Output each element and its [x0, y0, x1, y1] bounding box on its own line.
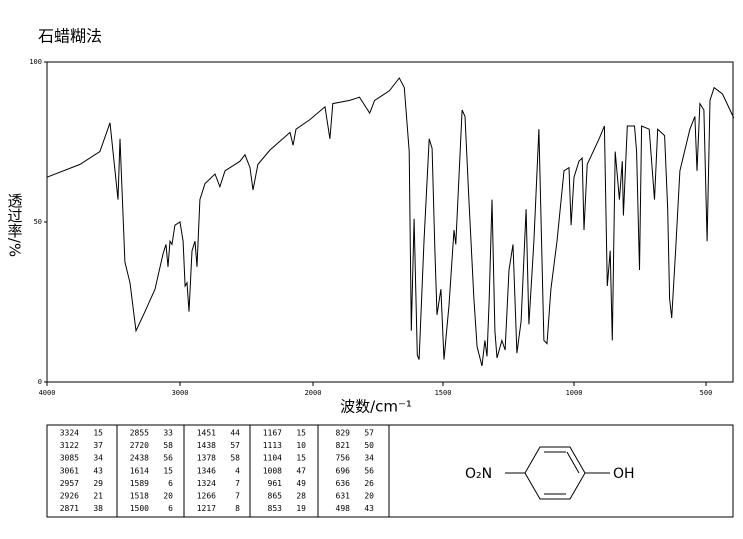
peak-wavenumber: 2871	[60, 504, 79, 513]
double-bond	[566, 451, 580, 474]
peak-wavenumber: 1217	[197, 504, 216, 513]
peak-transmittance: 20	[163, 492, 173, 501]
peak-wavenumber: 2926	[60, 492, 79, 501]
peak-wavenumber: 1378	[197, 454, 216, 463]
peak-wavenumber: 2720	[130, 441, 149, 450]
peak-transmittance: 6	[168, 504, 173, 513]
peak-wavenumber: 2957	[60, 479, 79, 488]
peak-wavenumber: 1113	[263, 441, 282, 450]
peak-wavenumber: 636	[336, 479, 351, 488]
peak-transmittance: 50	[364, 441, 374, 450]
peak-wavenumber: 821	[336, 441, 351, 450]
y-tick-label: 50	[34, 218, 42, 226]
peak-wavenumber: 1266	[197, 492, 216, 501]
peak-transmittance: 49	[296, 479, 306, 488]
peak-transmittance: 57	[364, 429, 374, 438]
peak-wavenumber: 1346	[197, 466, 216, 475]
spectrum-line	[46, 77, 735, 367]
y-tick-label: 100	[29, 58, 42, 66]
peak-transmittance: 15	[163, 466, 173, 475]
table-dividers	[116, 425, 390, 517]
x-tick-label: 2000	[305, 389, 322, 397]
x-axis-label: 波数/cm⁻¹	[340, 398, 412, 416]
x-tick-label: 3000	[172, 389, 189, 397]
peak-transmittance: 33	[163, 429, 173, 438]
peak-transmittance: 57	[230, 441, 240, 450]
peak-transmittance: 43	[93, 466, 103, 475]
peak-transmittance: 26	[364, 479, 374, 488]
peak-wavenumber: 2855	[130, 429, 149, 438]
peak-transmittance: 19	[296, 504, 306, 513]
peak-transmittance: 44	[230, 429, 240, 438]
peak-transmittance: 8	[235, 504, 240, 513]
peak-wavenumber: 696	[336, 466, 351, 475]
peak-wavenumber: 853	[268, 504, 283, 513]
chart-title: 石蜡糊法	[38, 27, 102, 46]
x-tick-label: 1000	[566, 389, 583, 397]
peak-wavenumber: 1104	[263, 454, 282, 463]
peak-transmittance: 38	[93, 504, 103, 513]
left-group: O₂N	[465, 466, 492, 482]
peak-wavenumber: 631	[336, 492, 351, 501]
peak-wavenumber: 498	[336, 504, 351, 513]
peak-wavenumber: 756	[336, 454, 351, 463]
peak-transmittance: 34	[93, 454, 103, 463]
peak-transmittance: 15	[93, 429, 103, 438]
peak-transmittance: 15	[296, 454, 306, 463]
peak-wavenumber: 865	[268, 492, 283, 501]
peak-wavenumber: 1451	[197, 429, 216, 438]
y-tick-label: 0	[38, 378, 42, 386]
peak-wavenumber: 829	[336, 429, 351, 438]
peak-transmittance: 47	[296, 466, 306, 475]
benzene-ring	[505, 446, 610, 500]
peak-wavenumber: 2438	[130, 454, 149, 463]
peak-wavenumber: 3061	[60, 466, 79, 475]
peak-wavenumber: 3085	[60, 454, 79, 463]
x-tick-label: 500	[700, 389, 713, 397]
right-group: OH	[613, 466, 635, 482]
peak-transmittance: 37	[93, 441, 103, 450]
peak-wavenumber: 3324	[60, 429, 79, 438]
peak-wavenumber: 1614	[130, 466, 149, 475]
peak-transmittance: 56	[163, 454, 173, 463]
peak-transmittance: 15	[296, 429, 306, 438]
peak-transmittance: 56	[364, 466, 374, 475]
peak-transmittance: 28	[296, 492, 306, 501]
peak-wavenumber: 1324	[197, 479, 216, 488]
peak-wavenumber: 1438	[197, 441, 216, 450]
peak-transmittance: 29	[93, 479, 103, 488]
peak-wavenumber: 961	[268, 479, 283, 488]
peak-transmittance: 7	[235, 492, 240, 501]
peak-table-frame	[46, 424, 734, 518]
peak-wavenumber: 1167	[263, 429, 282, 438]
y-axis-label: 透过率/%	[6, 193, 24, 257]
peak-transmittance: 6	[168, 479, 173, 488]
peak-transmittance: 58	[163, 441, 173, 450]
peak-transmittance: 10	[296, 441, 306, 450]
peak-transmittance: 4	[235, 466, 240, 475]
peak-transmittance: 58	[230, 454, 240, 463]
peak-transmittance: 7	[235, 479, 240, 488]
peak-wavenumber: 3122	[60, 441, 79, 450]
peak-wavenumber: 1500	[130, 504, 149, 513]
peak-wavenumber: 1008	[263, 466, 282, 475]
peak-transmittance: 43	[364, 504, 374, 513]
peak-wavenumber: 1518	[130, 492, 149, 501]
x-tick-label: 4000	[39, 389, 56, 397]
peak-transmittance: 34	[364, 454, 374, 463]
x-tick-label: 1500	[435, 389, 452, 397]
peak-wavenumber: 1589	[130, 479, 149, 488]
peak-transmittance: 20	[364, 492, 374, 501]
peak-transmittance: 21	[93, 492, 103, 501]
